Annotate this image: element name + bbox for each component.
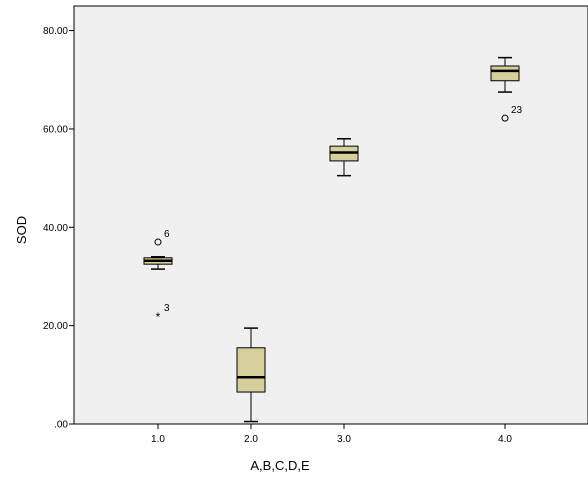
box-rect [490,65,520,82]
y-axis-title: SOD [14,216,29,244]
outlier-circle-marker [154,238,162,246]
x-tick-label: 2.0 [244,434,258,445]
outliers-group: 6 *3 23 [154,105,523,324]
extreme-star-marker: * [156,310,161,324]
y-axis: .00 20.00 40.00 60.00 80.00 [43,26,74,431]
boxes-group [143,56,520,423]
box-3.0 [329,138,359,177]
outlier-3: *3 [156,303,170,324]
x-tick-label: 4.0 [498,434,512,445]
box-4.0 [490,56,520,93]
x-tick-label: 1.0 [151,434,165,445]
box-2.0 [236,327,266,423]
y-tick-label: .00 [54,420,68,431]
y-tick-label: 60.00 [43,124,68,135]
outlier-23: 23 [501,105,523,122]
outlier-label: 6 [164,229,170,240]
outlier-label: 23 [511,105,523,116]
x-axis: 1.0 2.0 3.0 4.0 [151,424,512,445]
outlier-circle-marker [501,114,509,122]
outlier-label: 3 [164,303,170,314]
outlier-6: 6 [154,229,170,246]
box-rect [236,347,266,393]
x-tick-label: 3.0 [337,434,351,445]
box-1.0 [143,256,173,270]
x-axis-title: A,B,C,D,E [250,458,310,473]
y-tick-label: 80.00 [43,26,68,37]
y-tick-label: 40.00 [43,223,68,234]
y-tick-label: 20.00 [43,321,68,332]
